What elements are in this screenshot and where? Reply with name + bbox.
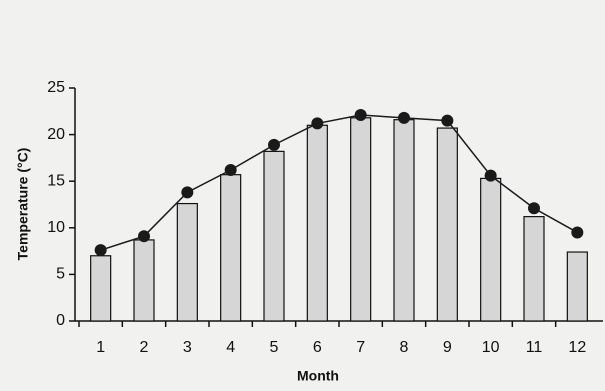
bar bbox=[351, 118, 371, 321]
bar bbox=[264, 151, 284, 321]
point bbox=[441, 115, 453, 127]
x-tick-label: 5 bbox=[270, 339, 279, 356]
bar bbox=[134, 240, 154, 321]
y-tick-label: 15 bbox=[47, 172, 65, 189]
bar bbox=[221, 175, 241, 321]
y-tick-label: 0 bbox=[56, 312, 65, 329]
y-tick-label: 25 bbox=[47, 79, 65, 96]
point bbox=[485, 170, 497, 182]
y-axis-title: Temperature (°C) bbox=[15, 148, 31, 261]
bar bbox=[524, 217, 544, 321]
bar bbox=[307, 125, 327, 321]
y-tick-label: 5 bbox=[56, 266, 65, 283]
x-tick-label: 3 bbox=[183, 339, 192, 356]
x-tick-label: 11 bbox=[526, 339, 543, 356]
chart: Month Temperature (°C) 05101520251234567… bbox=[0, 0, 605, 391]
bar bbox=[91, 256, 111, 321]
page: {"chart_data": {"type": "bar", "x_label"… bbox=[0, 0, 605, 391]
bar bbox=[394, 120, 414, 321]
x-tick-label: 2 bbox=[140, 339, 149, 356]
x-tick-label: 10 bbox=[482, 339, 500, 356]
line bbox=[101, 115, 578, 250]
point bbox=[138, 230, 150, 242]
x-tick-label: 7 bbox=[356, 339, 365, 356]
x-tick-label: 4 bbox=[226, 339, 235, 356]
x-tick-label: 9 bbox=[443, 339, 452, 356]
y-tick-label: 20 bbox=[47, 126, 65, 143]
point bbox=[268, 139, 280, 151]
point bbox=[225, 164, 237, 176]
bar bbox=[481, 178, 501, 321]
point bbox=[528, 202, 540, 214]
x-tick-label: 1 bbox=[96, 339, 105, 356]
point bbox=[95, 244, 107, 256]
point bbox=[311, 117, 323, 129]
bar bbox=[437, 128, 457, 321]
x-tick-label: 12 bbox=[568, 339, 586, 356]
point bbox=[571, 226, 583, 238]
y-tick-label: 10 bbox=[47, 219, 65, 236]
point bbox=[398, 112, 410, 124]
point bbox=[181, 186, 193, 198]
bar bbox=[567, 252, 587, 321]
x-tick-label: 6 bbox=[313, 339, 322, 356]
bar bbox=[177, 204, 197, 321]
x-axis-title: Month bbox=[297, 368, 339, 384]
x-tick-label: 8 bbox=[400, 339, 409, 356]
point bbox=[355, 109, 367, 121]
